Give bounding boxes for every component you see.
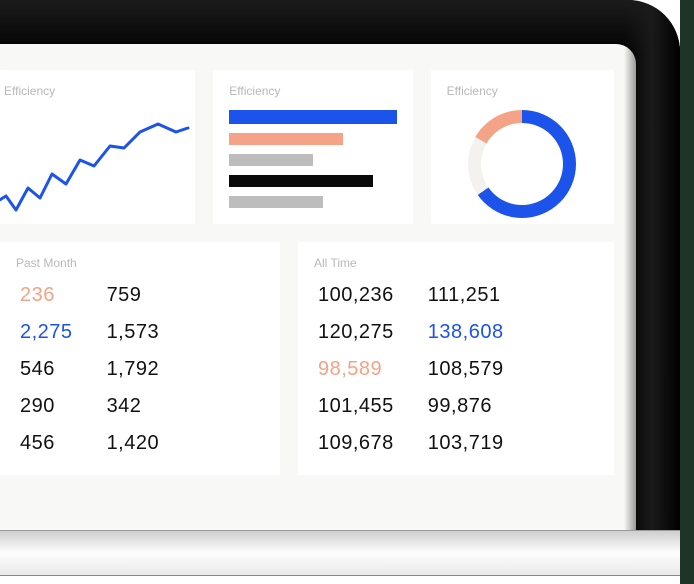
stat-value: 103,719 xyxy=(428,432,504,455)
donut-chart xyxy=(447,108,598,220)
stat-value: 546 xyxy=(20,358,73,381)
laptop-base xyxy=(0,530,680,576)
all-time-card: All Time 100,236 120,275 98,589 101,455 109,… xyxy=(298,242,614,475)
stat-value: 98,589 xyxy=(318,358,394,381)
stat-value: 456 xyxy=(20,432,73,455)
bar-segment xyxy=(229,196,323,208)
efficiency-line-card: Efficiency xyxy=(0,70,195,224)
stat-value: 2,275 xyxy=(20,321,73,344)
bar-chart xyxy=(229,108,396,208)
bottom-row: Past Month 236 2,275 546 290 456 759 1,573 1,7… xyxy=(0,242,614,475)
bar-segment xyxy=(229,154,313,166)
efficiency-bars-card: Efficiency xyxy=(213,70,412,224)
card-title: Efficiency xyxy=(4,84,179,98)
card-title: Efficiency xyxy=(447,84,598,98)
stat-value: 138,608 xyxy=(428,321,504,344)
dashboard-screen: Efficiency Efficiency Efficiency Past Mo… xyxy=(0,44,636,530)
laptop-bezel: Efficiency Efficiency Efficiency Past Mo… xyxy=(0,0,680,530)
past-month-card: Past Month 236 2,275 546 290 456 759 1,573 1,7… xyxy=(0,242,280,475)
stat-value: 759 xyxy=(107,284,160,307)
stat-value: 111,251 xyxy=(428,284,504,307)
stat-value: 1,573 xyxy=(107,321,160,344)
line-chart xyxy=(0,110,196,230)
stat-value: 101,455 xyxy=(318,395,394,418)
past-month-columns: 236 2,275 546 290 456 759 1,573 1,792 342 1,420 xyxy=(16,280,264,461)
stat-value: 236 xyxy=(20,284,73,307)
all-time-columns: 100,236 120,275 98,589 101,455 109,678 111,2… xyxy=(314,280,598,461)
stat-value: 1,420 xyxy=(107,432,160,455)
stat-value: 109,678 xyxy=(318,432,394,455)
stat-value: 1,792 xyxy=(107,358,160,381)
card-title: All Time xyxy=(314,256,598,270)
top-row: Efficiency Efficiency Efficiency xyxy=(0,70,614,224)
stat-value: 342 xyxy=(107,395,160,418)
stat-value: 99,876 xyxy=(428,395,504,418)
stat-value: 108,579 xyxy=(428,358,504,381)
bar-segment xyxy=(229,175,373,187)
stat-value: 120,275 xyxy=(318,321,394,344)
bar-segment xyxy=(229,133,343,145)
efficiency-donut-card: Efficiency xyxy=(431,70,614,224)
card-title: Efficiency xyxy=(229,84,396,98)
stat-value: 100,236 xyxy=(318,284,394,307)
backdrop-sliver xyxy=(680,0,694,584)
stat-value: 290 xyxy=(20,395,73,418)
card-title: Past Month xyxy=(16,256,264,270)
bar-segment xyxy=(229,110,396,124)
